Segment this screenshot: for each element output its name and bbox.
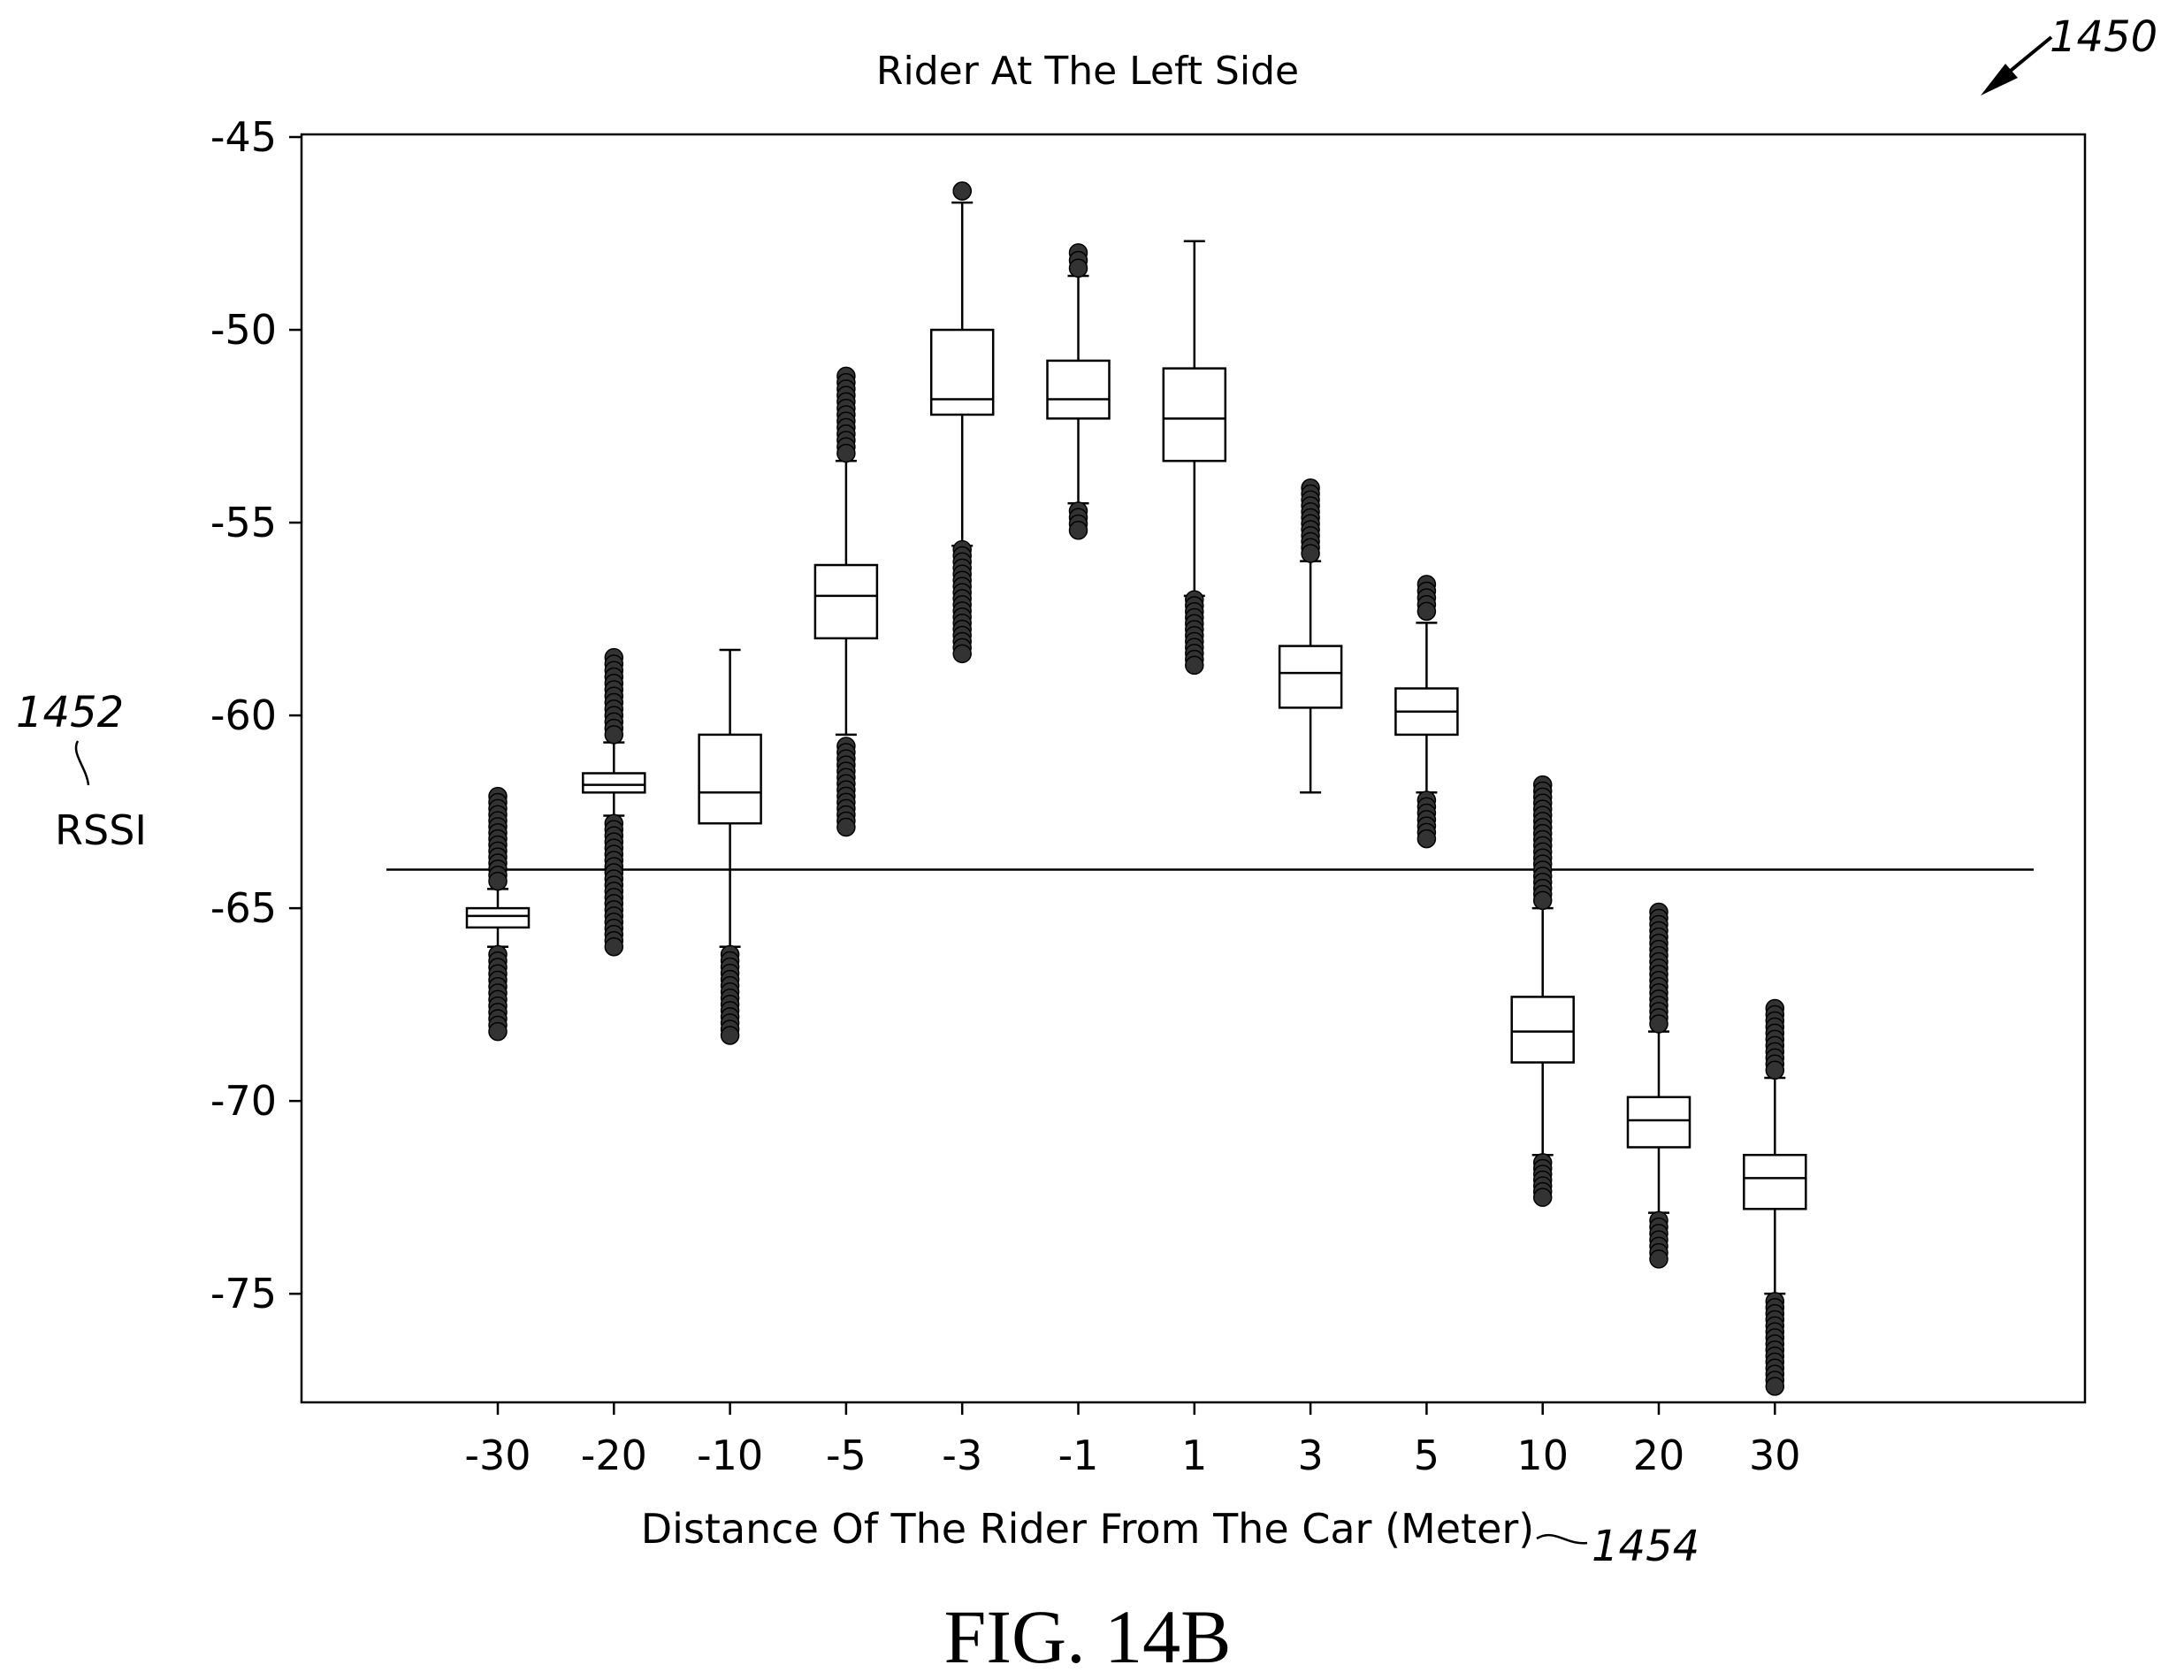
outlier-point-lower [952,644,972,664]
y-axis-label: RSSI [55,806,147,854]
box-series [465,181,1807,1396]
outlier-point-upper [1417,601,1437,622]
x-tick-label: 3 [1297,1432,1323,1479]
x-tick-label: -5 [826,1432,867,1479]
outlier-point-lower [1649,1249,1669,1269]
x-tick-label: -10 [697,1432,763,1479]
x-tick-label: -1 [1058,1432,1099,1479]
outlier-point-upper [1649,1014,1669,1034]
y-tick-label: -75 [210,1270,277,1317]
box-3 [1278,478,1343,794]
x-tick-label: -30 [464,1432,531,1479]
outlier-point-upper [1301,544,1320,563]
box-20 [1626,902,1691,1269]
outlier-point-upper [952,181,972,201]
x-tick-label: -20 [581,1432,647,1479]
outlier-point-lower [1532,1187,1553,1207]
y-tick-label: -55 [210,499,277,546]
y-tick-label: -70 [210,1077,277,1125]
outlier-point-lower [1068,521,1088,540]
chart-title: Rider At The Left Side [876,49,1299,94]
box--1 [1046,243,1111,540]
outlier-point-lower [1185,655,1204,676]
x-tick-label: 20 [1633,1432,1685,1479]
iqr-box [1510,996,1575,1064]
x-tick-label: 1 [1181,1432,1207,1479]
y-tick-label: -45 [210,113,277,161]
outlier-point-upper [1532,890,1553,911]
outlier-point-lower [604,936,624,957]
outlier-point-lower [488,1021,508,1042]
iqr-box [1162,367,1227,462]
outlier-point-lower [720,1026,740,1045]
y-tick-label: -60 [210,691,277,739]
box--10 [698,648,762,1045]
iqr-box [1046,359,1111,420]
box-1 [1162,240,1227,676]
box-30 [1743,998,1807,1396]
outlier-point-upper [604,725,624,745]
outlier-point-upper [1068,258,1088,279]
y-axis-ref-leader [74,740,90,786]
figure-ref-numeral: 1450 [2050,12,2157,62]
outlier-point-upper [488,871,508,891]
y-tick-label: -50 [210,306,277,354]
box--20 [582,647,646,957]
iqr-box [1278,645,1343,709]
box-10 [1510,775,1575,1207]
box-5 [1394,575,1459,849]
x-tick-label: 5 [1414,1432,1439,1479]
y-tick-label: -65 [210,884,277,932]
x-tick-label: 10 [1516,1432,1569,1479]
outlier-point-lower [1765,1377,1785,1396]
plot-area-frame [300,133,2087,1404]
iqr-box [582,772,646,794]
y-axis-ticks: -45 -50 -55 -60 -65 -70 -75 [210,113,302,1317]
figure-ref-arrow-icon [1981,35,2053,95]
figure-label: FIG. 14B [944,1594,1232,1679]
x-tick-label: -3 [942,1432,982,1479]
outlier-point-upper [1765,1060,1785,1081]
x-tick-label: 30 [1749,1432,1801,1479]
outlier-point-lower [1417,829,1437,849]
y-axis-ref-numeral: 1452 [16,688,124,737]
iqr-box [698,733,762,825]
outlier-point-upper [836,443,856,463]
box--30 [465,786,531,1042]
iqr-box [1743,1153,1807,1210]
iqr-box [813,563,879,640]
box--3 [929,181,995,664]
iqr-box [929,328,995,416]
x-axis-ref-leader [1536,1533,1588,1545]
iqr-box [1626,1096,1691,1149]
outlier-point-lower [836,817,856,837]
x-axis-ticks: -30 -20 -10 -5 -3 -1 1 3 5 10 20 30 [464,1402,1801,1479]
box--5 [813,366,879,837]
x-axis-label: Distance Of The Rider From The Car (Mete… [641,1505,1534,1553]
iqr-box [465,906,531,929]
x-axis-ref-numeral: 1454 [1592,1522,1699,1571]
